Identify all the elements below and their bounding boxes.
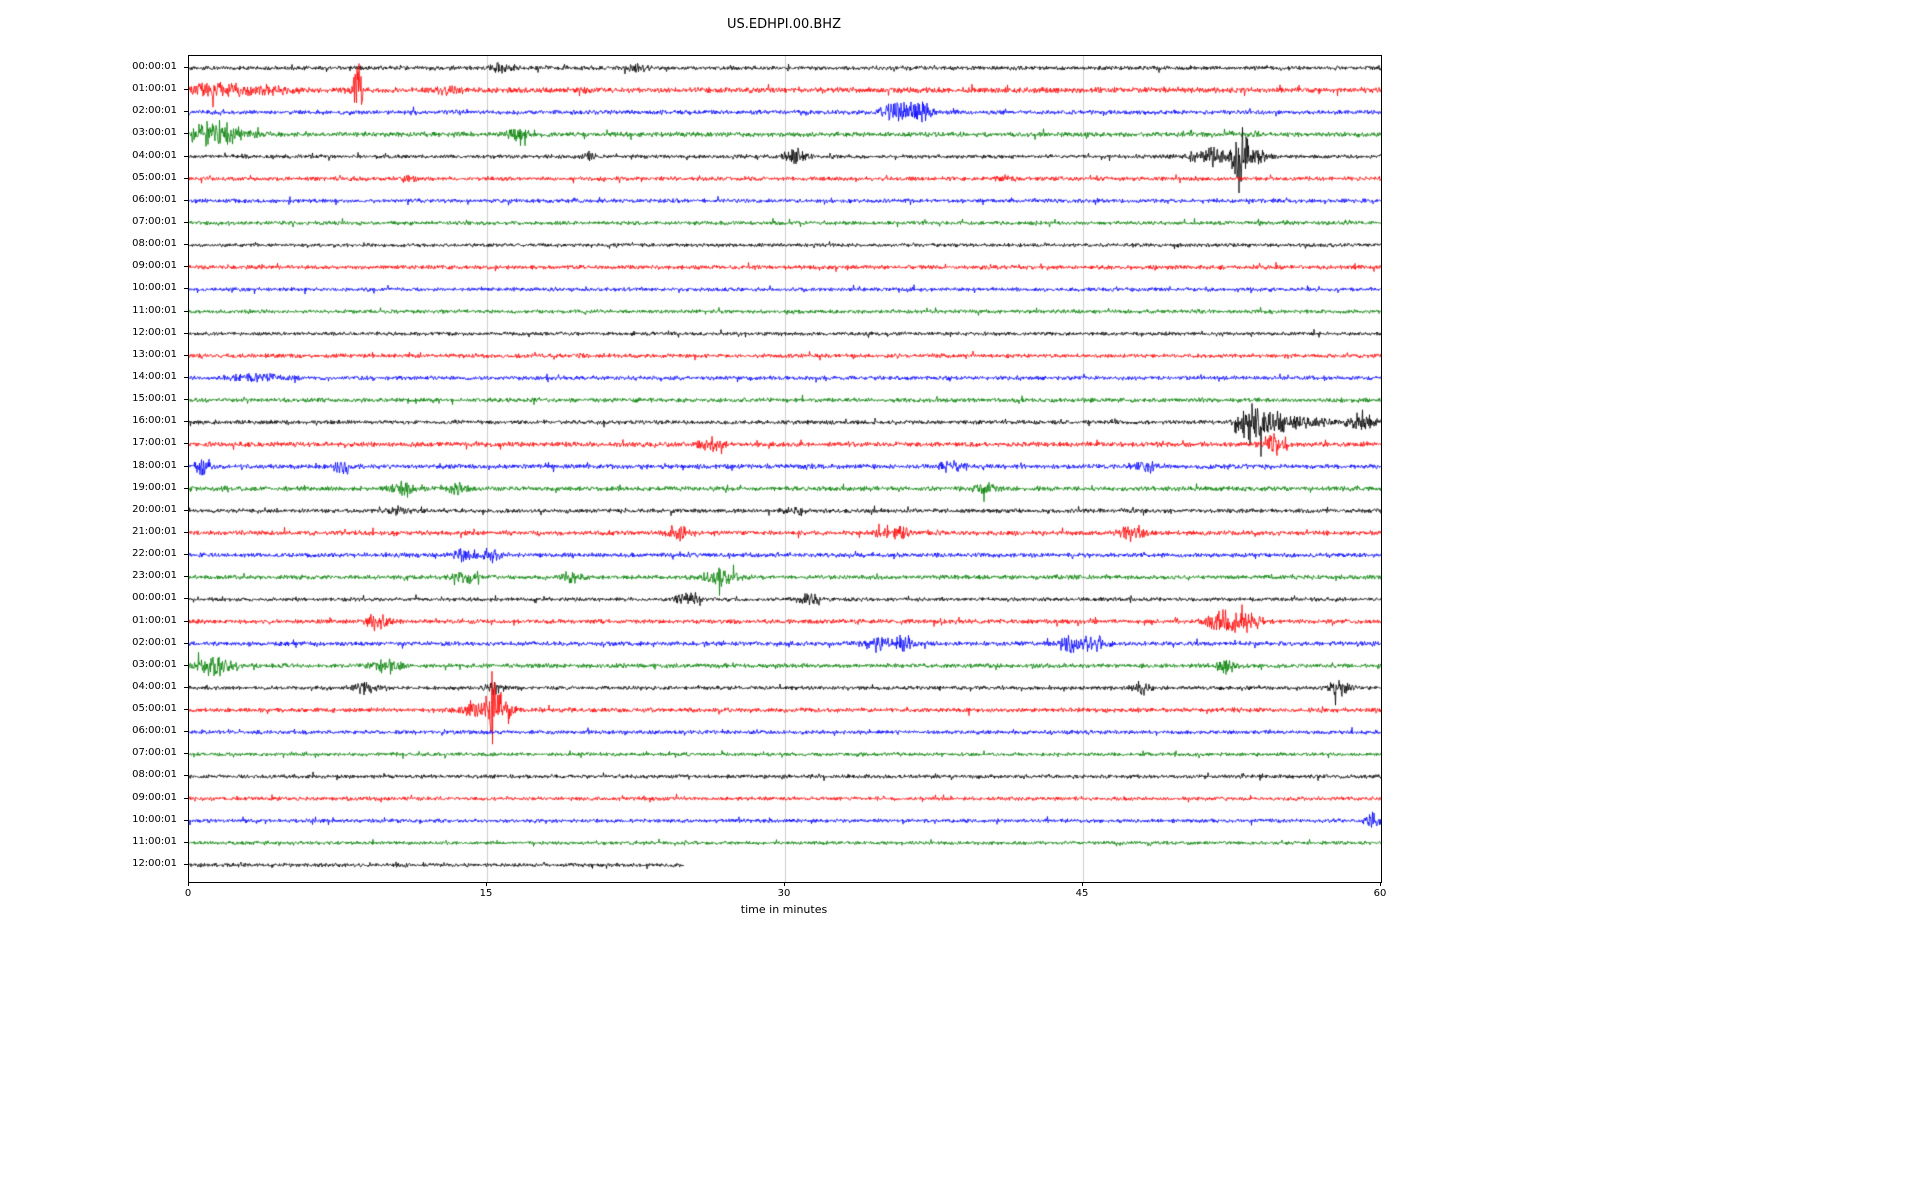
y-tick-label: 04:00:01 [132, 149, 177, 161]
y-tick-mark [184, 244, 188, 246]
y-tick-label: 17:00:01 [132, 437, 177, 449]
y-tick-mark [184, 266, 188, 268]
y-tick-mark [184, 664, 188, 666]
y-tick-mark [184, 310, 188, 312]
y-tick-mark [184, 620, 188, 622]
y-tick-mark [184, 642, 188, 644]
y-tick-label: 05:00:01 [132, 703, 177, 715]
y-tick-label: 02:00:01 [132, 105, 177, 117]
waveform-canvas [189, 56, 1381, 882]
x-tick-label: 15 [479, 888, 493, 899]
y-tick-label: 08:00:01 [132, 238, 177, 250]
y-tick-mark [184, 841, 188, 843]
y-tick-label: 03:00:01 [132, 127, 177, 139]
y-tick-label: 11:00:01 [132, 304, 177, 316]
y-tick-mark [184, 221, 188, 223]
x-tick-mark [188, 882, 189, 886]
y-tick-mark [184, 531, 188, 533]
y-tick-mark [184, 89, 188, 91]
y-tick-label: 20:00:01 [132, 503, 177, 515]
x-tick-mark [1380, 882, 1381, 886]
y-tick-label: 18:00:01 [132, 459, 177, 471]
y-tick-mark [184, 67, 188, 68]
y-tick-label: 10:00:01 [132, 813, 177, 825]
y-tick-mark [184, 797, 188, 799]
y-tick-label: 21:00:01 [132, 525, 177, 537]
y-tick-label: 15:00:01 [132, 393, 177, 405]
y-tick-mark [184, 487, 188, 489]
y-tick-mark [184, 177, 188, 179]
y-tick-mark [184, 376, 188, 378]
y-tick-mark [184, 332, 188, 334]
y-tick-label: 22:00:01 [132, 548, 177, 560]
x-tick-label: 60 [1373, 888, 1387, 899]
y-axis-labels: 00:00:01 01:00:01 02:00:01 03:00:01 04:00:01… [0, 55, 184, 881]
y-tick-label: 02:00:01 [132, 636, 177, 648]
y-tick-label: 05:00:01 [132, 171, 177, 183]
y-tick-label: 06:00:01 [132, 193, 177, 205]
y-tick-label: 01:00:01 [132, 83, 177, 95]
y-tick-label: 13:00:01 [132, 348, 177, 360]
y-tick-mark [184, 554, 188, 556]
y-tick-mark [184, 509, 188, 511]
y-tick-mark [184, 753, 188, 755]
y-tick-label: 08:00:01 [132, 769, 177, 781]
y-tick-label: 00:00:01 [132, 592, 177, 604]
y-tick-mark [184, 421, 188, 423]
y-tick-mark [184, 598, 188, 600]
y-tick-mark [184, 399, 188, 401]
y-tick-label: 03:00:01 [132, 658, 177, 670]
y-tick-mark [184, 775, 188, 777]
y-tick-label: 12:00:01 [132, 326, 177, 338]
y-tick-mark [184, 576, 188, 578]
y-tick-mark [184, 111, 188, 113]
y-tick-mark [184, 133, 188, 135]
x-tick-label: 30 [777, 888, 791, 899]
x-tick-label: 45 [1075, 888, 1089, 899]
y-tick-label: 07:00:01 [132, 747, 177, 759]
y-tick-mark [184, 465, 188, 467]
x-tick-label: 0 [184, 888, 192, 899]
chart-title: US.EDHPI.00.BHZ [727, 17, 841, 32]
y-tick-mark [184, 443, 188, 445]
y-tick-label: 04:00:01 [132, 680, 177, 692]
plot-area [188, 55, 1382, 883]
x-tick-mark [1082, 882, 1083, 886]
y-tick-label: 09:00:01 [132, 791, 177, 803]
x-tick-mark [784, 882, 785, 886]
y-tick-label: 09:00:01 [132, 260, 177, 272]
y-tick-label: 10:00:01 [132, 282, 177, 294]
y-tick-mark [184, 354, 188, 356]
y-tick-label: 01:00:01 [132, 614, 177, 626]
y-tick-label: 07:00:01 [132, 215, 177, 227]
y-tick-mark [184, 709, 188, 711]
y-tick-label: 16:00:01 [132, 415, 177, 427]
x-axis-label: time in minutes [740, 903, 828, 916]
y-tick-label: 11:00:01 [132, 835, 177, 847]
y-tick-mark [184, 864, 188, 866]
y-tick-label: 23:00:01 [132, 570, 177, 582]
y-tick-label: 19:00:01 [132, 481, 177, 493]
y-tick-mark [184, 731, 188, 733]
y-tick-mark [184, 155, 188, 157]
y-tick-label: 12:00:01 [132, 858, 177, 870]
y-tick-mark [184, 686, 188, 688]
y-tick-label: 14:00:01 [132, 370, 177, 382]
y-tick-mark [184, 199, 188, 201]
y-tick-label: 00:00:01 [132, 61, 177, 72]
y-tick-mark [184, 819, 188, 821]
x-tick-mark [486, 882, 487, 886]
y-tick-mark [184, 288, 188, 290]
y-tick-label: 06:00:01 [132, 725, 177, 737]
